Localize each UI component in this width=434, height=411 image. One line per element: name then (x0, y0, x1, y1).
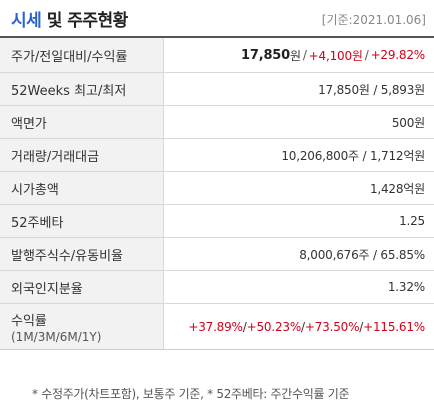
row-label-52week: 52Weeks 최고/최저 (0, 73, 164, 105)
row-foreign-ownership: 외국인지분율 1.32% (0, 271, 434, 304)
widget-header: 시세 및 주주현황 [기준:2021.01.06] (0, 0, 434, 36)
separator: / (359, 319, 364, 334)
row-52week: 52Weeks 최고/최저 17,850원 / 5,893원 (0, 73, 434, 106)
row-value-par-value: 500원 (391, 115, 425, 130)
stock-info-table: 주가/전일대비/수익률 17,850 원 / +4,100원 / +29.82% … (0, 36, 434, 350)
row-value-price: 17,850 원 / +4,100원 / +29.82% (164, 38, 434, 72)
row-label-foreign-ownership: 외국인지분율 (0, 271, 164, 303)
row-label-returns: 수익률 (1M/3M/6M/1Y) (0, 304, 164, 349)
row-label-beta: 52주베타 (0, 205, 164, 237)
base-date: [기준:2021.01.06] (321, 13, 426, 27)
row-value-market-cap: 1,428억원 (369, 181, 425, 196)
return-1m: +37.89% (188, 319, 243, 334)
row-market-cap: 시가총액 1,428억원 (0, 172, 434, 205)
current-price: 17,850 (241, 47, 290, 63)
returns-sublabel: (1M/3M/6M/1Y) (11, 329, 102, 344)
row-par-value: 액면가 500원 (0, 106, 434, 139)
row-value-52week: 17,850원 / 5,893원 (318, 82, 425, 97)
separator: / (301, 319, 305, 334)
return-3m: +50.23% (246, 319, 302, 334)
row-value-returns: +37.89% / +50.23% / +73.50% / +115.61% (164, 304, 434, 349)
row-volume: 거래량/거래대금 10,206,800주 / 1,712억원 (0, 139, 434, 172)
row-label-par-value: 액면가 (0, 106, 164, 138)
row-price: 주가/전일대비/수익률 17,850 원 / +4,100원 / +29.82% (0, 38, 434, 73)
change-rate: +29.82% (370, 48, 426, 62)
row-label-volume: 거래량/거래대금 (0, 139, 164, 171)
footnote: * 수정주가(차트포함), 보통주 기준, * 52주베타: 주간수익률 기준 (32, 387, 350, 401)
row-beta: 52주베타 1.25 (0, 205, 434, 238)
return-1y: +115.61% (363, 319, 425, 334)
row-shares: 발행주식수/유동비율 8,000,676주 / 65.85% (0, 238, 434, 271)
price-unit: 원 (289, 48, 301, 63)
separator: / (364, 48, 369, 62)
section-title-highlight: 시세 (11, 11, 42, 31)
row-value-volume: 10,206,800주 / 1,712억원 (281, 148, 425, 163)
row-value-foreign-ownership: 1.32% (387, 280, 425, 294)
row-label-market-cap: 시가총액 (0, 172, 164, 204)
row-returns: 수익률 (1M/3M/6M/1Y) +37.89% / +50.23% / +73.… (0, 304, 434, 349)
row-value-shares: 8,000,676주 / 65.85% (299, 247, 425, 262)
returns-label: 수익률 (11, 313, 47, 329)
separator: / (242, 319, 247, 334)
section-title-rest: 및 주주현황 (41, 11, 129, 31)
row-label-price: 주가/전일대비/수익률 (0, 38, 164, 72)
row-label-shares: 발행주식수/유동비율 (0, 238, 164, 270)
separator: / (302, 48, 307, 62)
return-6m: +73.50% (304, 319, 360, 334)
price-change: +4,100원 (308, 48, 363, 63)
row-value-beta: 1.25 (399, 214, 425, 228)
section-title: 시세 및 주주현황 (11, 6, 128, 31)
